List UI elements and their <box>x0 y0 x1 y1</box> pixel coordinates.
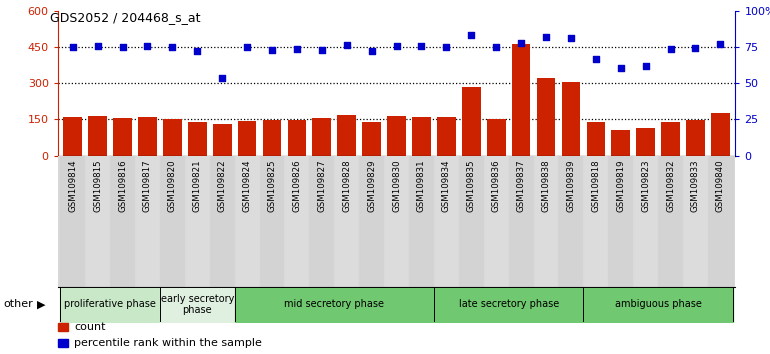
Text: GSM109834: GSM109834 <box>442 160 451 212</box>
Text: GSM109826: GSM109826 <box>293 160 301 212</box>
Bar <box>138 117 157 156</box>
Bar <box>412 116 430 156</box>
Point <box>540 34 552 40</box>
Text: GSM109836: GSM109836 <box>492 160 501 212</box>
Text: GDS2052 / 204468_s_at: GDS2052 / 204468_s_at <box>50 11 200 24</box>
Point <box>291 46 303 52</box>
Point <box>141 44 153 49</box>
Text: mid secretory phase: mid secretory phase <box>284 299 384 309</box>
Text: GSM109837: GSM109837 <box>517 160 526 212</box>
Text: GSM109835: GSM109835 <box>467 160 476 212</box>
Point <box>191 48 203 53</box>
Point <box>66 44 79 50</box>
Text: early secretory
phase: early secretory phase <box>161 293 234 315</box>
Point <box>590 56 602 62</box>
Point <box>564 35 577 41</box>
Bar <box>163 119 182 156</box>
Point <box>689 46 701 51</box>
Bar <box>462 87 480 156</box>
Point <box>415 44 427 49</box>
Text: GSM109828: GSM109828 <box>342 160 351 212</box>
Point <box>366 48 378 53</box>
Text: GSM109831: GSM109831 <box>417 160 426 212</box>
Bar <box>313 118 331 156</box>
Bar <box>611 130 630 156</box>
Text: GSM109819: GSM109819 <box>616 160 625 212</box>
Text: proliferative phase: proliferative phase <box>64 299 156 309</box>
Bar <box>213 124 232 156</box>
Point <box>665 46 677 52</box>
Text: percentile rank within the sample: percentile rank within the sample <box>74 338 262 348</box>
Point <box>92 44 104 49</box>
Text: GSM109818: GSM109818 <box>591 160 601 212</box>
Bar <box>487 119 506 156</box>
Bar <box>686 120 705 156</box>
Point <box>316 47 328 53</box>
Bar <box>263 120 281 156</box>
Text: GSM109817: GSM109817 <box>143 160 152 212</box>
Bar <box>188 122 206 156</box>
Text: GSM109830: GSM109830 <box>392 160 401 212</box>
Point <box>440 44 453 50</box>
Bar <box>636 128 655 156</box>
Point <box>241 44 253 50</box>
Point <box>490 44 502 50</box>
Bar <box>587 122 605 156</box>
Text: GSM109822: GSM109822 <box>218 160 226 212</box>
Bar <box>561 82 581 156</box>
Bar <box>287 120 306 156</box>
Text: late secretory phase: late secretory phase <box>458 299 559 309</box>
Point <box>640 63 652 69</box>
Point <box>390 44 403 49</box>
Text: GSM109825: GSM109825 <box>267 160 276 212</box>
Text: GSM109833: GSM109833 <box>691 160 700 212</box>
Text: GSM109821: GSM109821 <box>192 160 202 212</box>
Text: count: count <box>74 322 105 332</box>
Bar <box>387 116 406 156</box>
Point <box>116 44 129 50</box>
Point <box>515 40 527 46</box>
Bar <box>661 122 680 156</box>
Point <box>166 45 179 50</box>
Point <box>465 32 477 38</box>
Text: GSM109823: GSM109823 <box>641 160 650 212</box>
Text: GSM109829: GSM109829 <box>367 160 376 212</box>
Point <box>614 65 627 71</box>
Text: GSM109827: GSM109827 <box>317 160 326 212</box>
Text: ambiguous phase: ambiguous phase <box>614 299 701 309</box>
Text: GSM109815: GSM109815 <box>93 160 102 212</box>
Text: GSM109840: GSM109840 <box>716 160 725 212</box>
Bar <box>238 121 256 156</box>
Text: ▶: ▶ <box>37 299 45 309</box>
Bar <box>363 122 381 156</box>
Bar <box>537 78 555 156</box>
Text: GSM109832: GSM109832 <box>666 160 675 212</box>
Text: GSM109814: GSM109814 <box>69 160 77 212</box>
Bar <box>113 118 132 156</box>
Point <box>340 42 353 48</box>
Bar <box>337 115 356 156</box>
Bar <box>711 113 730 156</box>
Point <box>216 75 229 80</box>
Bar <box>89 116 107 156</box>
Point <box>266 47 278 53</box>
Text: other: other <box>4 299 34 309</box>
Text: GSM109824: GSM109824 <box>243 160 252 212</box>
Point <box>715 41 727 47</box>
Text: GSM109820: GSM109820 <box>168 160 177 212</box>
Text: GSM109839: GSM109839 <box>567 160 575 212</box>
Bar <box>437 117 456 156</box>
Text: GSM109838: GSM109838 <box>541 160 551 212</box>
Bar <box>512 44 531 156</box>
Bar <box>63 117 82 156</box>
Text: GSM109816: GSM109816 <box>118 160 127 212</box>
